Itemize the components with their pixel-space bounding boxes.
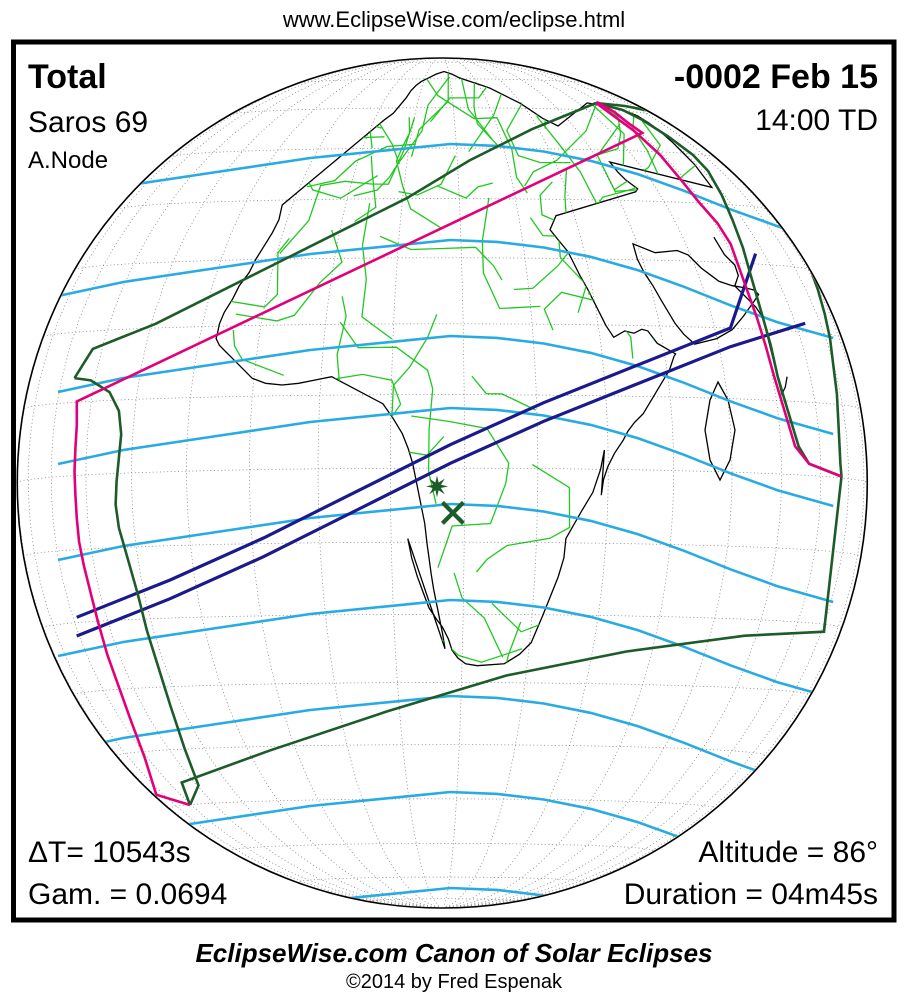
svg-text:14:00 TD: 14:00 TD	[755, 104, 878, 137]
svg-text:Altitude = 86°: Altitude = 86°	[698, 836, 878, 869]
svg-text:-0002 Feb 15: -0002 Feb 15	[674, 58, 878, 96]
svg-text:www.EclipseWise.com/eclipse.ht: www.EclipseWise.com/eclipse.html	[282, 7, 625, 32]
svg-text:Gam. = 0.0694: Gam. = 0.0694	[28, 878, 227, 911]
svg-text:EclipseWise.com Canon of Solar: EclipseWise.com Canon of Solar Eclipses	[195, 938, 712, 968]
svg-text:Duration = 04m45s: Duration = 04m45s	[624, 878, 878, 911]
svg-text:A.Node: A.Node	[28, 147, 108, 174]
svg-text:Saros 69: Saros 69	[28, 106, 148, 139]
svg-text:ΔT= 10543s: ΔT= 10543s	[28, 836, 191, 869]
svg-text:Total: Total	[28, 58, 107, 96]
svg-text:©2014 by Fred Espenak: ©2014 by Fred Espenak	[346, 971, 563, 993]
